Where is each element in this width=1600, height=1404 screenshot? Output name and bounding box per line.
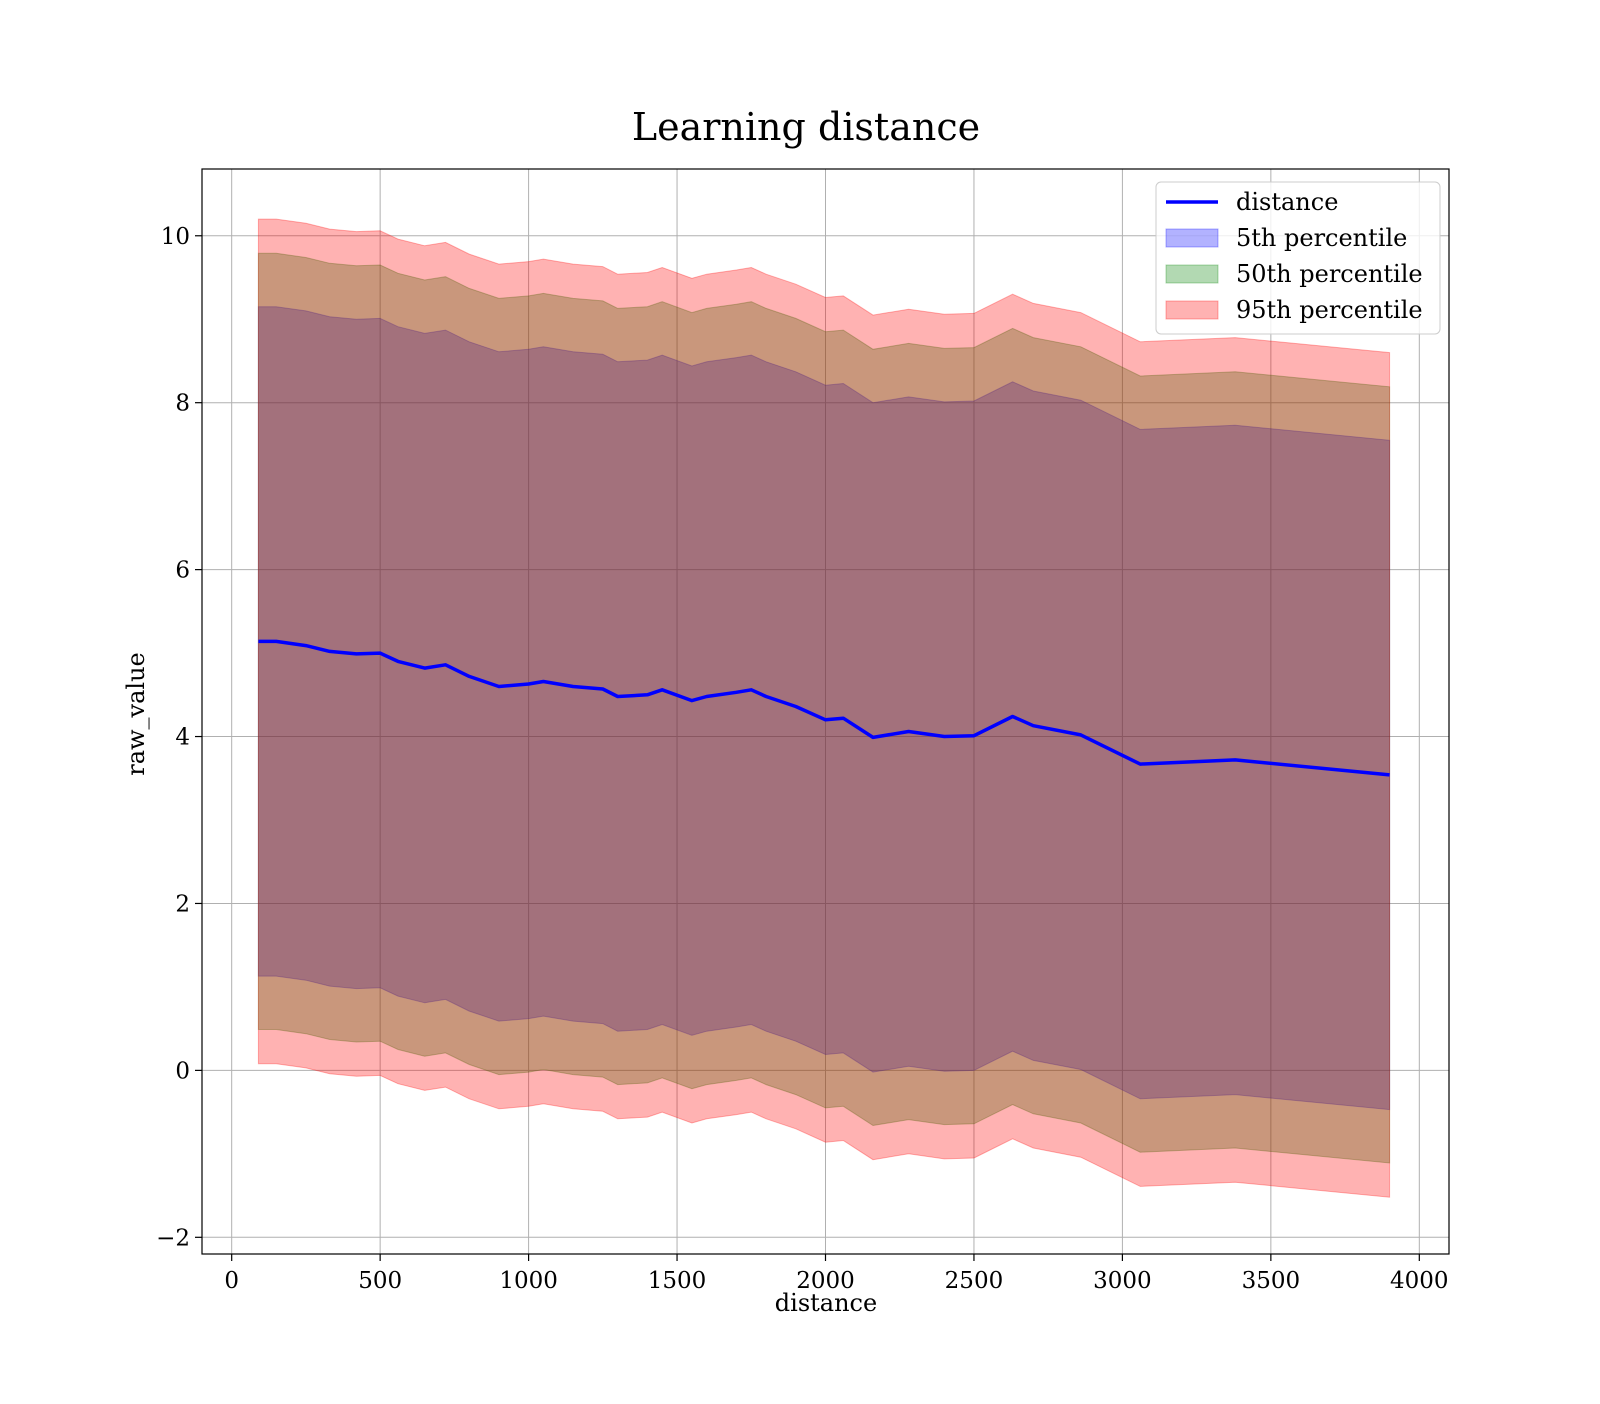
- y-tick-label-2: 2: [175, 891, 190, 917]
- x-tick-label-1: 500: [358, 1268, 402, 1294]
- legend: distance 5th percentile 50th percentile 95t…: [1155, 181, 1441, 335]
- y-tick-label-0: −2: [156, 1225, 190, 1251]
- distance-line-layer: [258, 639, 1390, 777]
- legend-label-0: distance: [1236, 188, 1338, 216]
- x-tick-label-4: 2000: [796, 1268, 855, 1294]
- x-axis-label: distance: [775, 1289, 877, 1317]
- y-tick-label-1: 0: [175, 1058, 190, 1084]
- legend-swatch-2: [1165, 264, 1219, 284]
- chart-title: Learning distance: [632, 105, 980, 149]
- legend-label-3: 95th percentile: [1236, 296, 1423, 324]
- band-1: [257, 306, 1391, 1111]
- distance-line: [258, 639, 1390, 777]
- y-tick-label-6: 10: [161, 224, 190, 250]
- legend-label-1: 5th percentile: [1236, 224, 1407, 252]
- x-tick-label-7: 3500: [1242, 1268, 1301, 1294]
- percentile-bands: [257, 218, 1391, 1198]
- legend-swatch-1: [1165, 228, 1219, 248]
- y-tick-label-5: 8: [175, 391, 190, 417]
- x-tick-label-6: 3000: [1093, 1268, 1152, 1294]
- legend-swatch-3: [1165, 300, 1219, 320]
- y-tick-label-4: 6: [175, 558, 190, 584]
- legend-label-2: 50th percentile: [1236, 260, 1423, 288]
- x-tick-label-2: 1000: [499, 1268, 558, 1294]
- band-2: [257, 252, 1391, 1164]
- y-axis-ticks: −2 0 2 4 6 8 10: [156, 224, 202, 1251]
- grid-lines: [202, 169, 1449, 1254]
- x-tick-label-5: 2500: [945, 1268, 1004, 1294]
- x-tick-label-0: 0: [224, 1268, 239, 1294]
- band-3: [257, 218, 1391, 1198]
- x-tick-label-8: 4000: [1390, 1268, 1449, 1294]
- y-axis-label: raw_value: [122, 652, 150, 776]
- y-tick-label-3: 4: [175, 725, 190, 751]
- x-tick-label-3: 1500: [648, 1268, 707, 1294]
- legend-box: [1155, 181, 1441, 335]
- x-axis-ticks: 0 500 1000 1500 2000 2500 3000 3500 4000: [224, 1254, 1449, 1294]
